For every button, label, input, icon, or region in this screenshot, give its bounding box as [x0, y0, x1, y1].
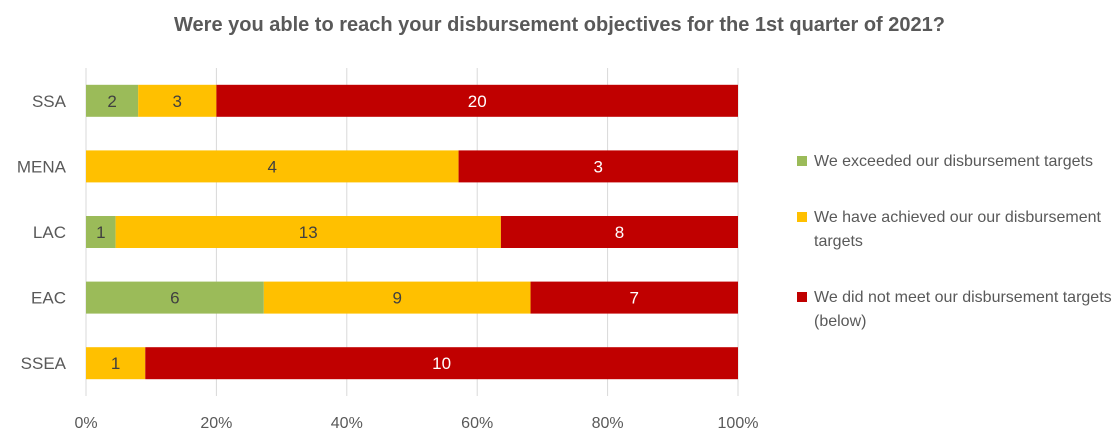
x-tick-label: 40% [331, 415, 363, 432]
bar-segment [86, 347, 146, 380]
x-tick-label: 80% [592, 415, 624, 432]
legend-label: We have achieved our our disbursement ta… [814, 209, 1101, 250]
bar-segment [86, 216, 116, 248]
legend-label: We did not meet our disbursement targets… [814, 289, 1112, 330]
x-tick-label: 0% [74, 415, 97, 432]
data-label: 1 [96, 223, 105, 242]
data-label: 10 [432, 354, 451, 373]
data-label: 8 [615, 223, 624, 242]
category-label: SSEA [21, 354, 67, 373]
legend-item-not-met: We did not meet our disbursement targets… [797, 286, 1112, 334]
data-label: 3 [594, 157, 603, 176]
bar-segment [86, 84, 139, 117]
bar-segment [458, 150, 738, 183]
category-label: SSA [32, 92, 67, 111]
category-labels: SSA MENA LAC EAC SSEA [17, 92, 67, 373]
legend-swatch [797, 156, 807, 166]
bar-segment [86, 281, 264, 314]
bars [86, 84, 739, 380]
legend: We exceeded our disbursement targets We … [797, 150, 1112, 366]
x-tick-label: 60% [461, 415, 493, 432]
data-label: 4 [268, 157, 277, 176]
legend-item-exceeded: We exceeded our disbursement targets [797, 150, 1112, 174]
data-label: 3 [173, 92, 182, 111]
legend-item-achieved: We have achieved our our disbursement ta… [797, 206, 1112, 254]
bar-segment [145, 347, 739, 380]
category-label: LAC [33, 223, 66, 242]
data-label: 6 [170, 289, 179, 308]
x-tick-labels: 0% 20% 40% 60% 80% 100% [74, 415, 758, 432]
bar-segment [500, 216, 738, 248]
data-label: 2 [107, 92, 116, 111]
legend-swatch [797, 292, 807, 302]
data-label: 13 [299, 223, 318, 242]
data-label: 20 [468, 92, 487, 111]
x-tick-label: 100% [718, 415, 759, 432]
bar-segment [115, 216, 501, 248]
data-label: 7 [630, 289, 639, 308]
legend-label: We exceeded our disbursement targets [814, 153, 1093, 170]
bar-segment [86, 150, 459, 183]
bar-segment [216, 84, 738, 117]
data-label: 1 [111, 354, 120, 373]
data-label: 9 [392, 289, 401, 308]
bar-segment [263, 281, 531, 314]
x-tick-label: 20% [200, 415, 232, 432]
chart-title: Were you able to reach your disbursement… [174, 14, 945, 36]
legend-swatch [797, 212, 807, 222]
category-label: EAC [31, 289, 66, 308]
bar-segment [138, 84, 217, 117]
data-labels: 2 3 20 4 3 1 13 8 6 9 7 1 10 [96, 92, 639, 373]
category-label: MENA [17, 157, 67, 176]
bar-segment [530, 281, 738, 314]
